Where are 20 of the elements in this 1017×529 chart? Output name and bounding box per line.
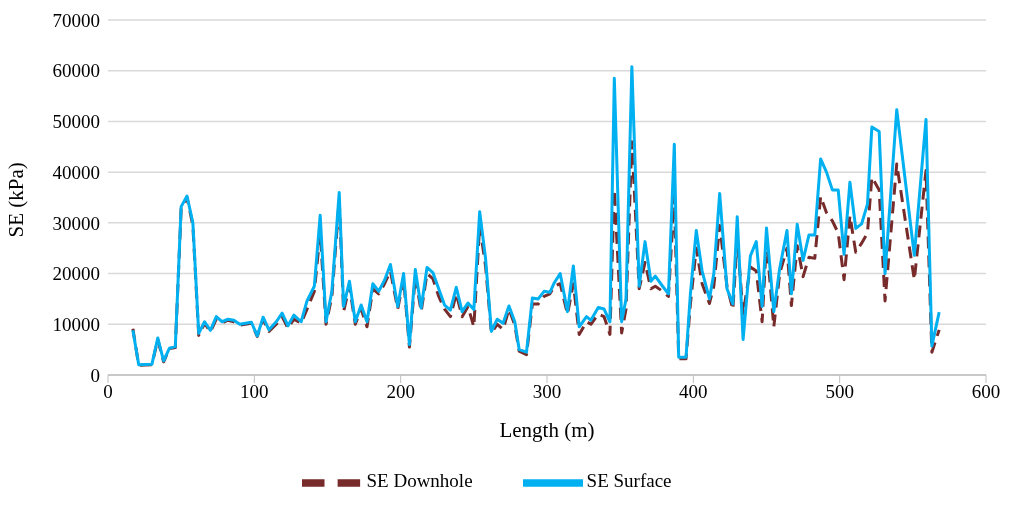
line-series [131, 140, 941, 367]
x-tick-label: 500 [825, 381, 854, 403]
x-tick-label: 100 [240, 381, 269, 403]
line-series [131, 65, 941, 367]
x-tick-label: 600 [971, 381, 1001, 403]
y-axis-title: SE (kPa) [4, 162, 29, 238]
legend-label: SE Downhole [366, 470, 473, 492]
legend-label: SE Surface [586, 470, 672, 492]
x-axis-title: Length (m) [499, 418, 595, 442]
x-tick-label: 200 [386, 381, 415, 403]
x-tick-label: 300 [532, 381, 562, 403]
y-tick-label: 40000 [52, 161, 100, 183]
y-tick-label: 0 [90, 364, 100, 386]
y-tick-label: 60000 [52, 60, 100, 82]
y-tick-label: 50000 [52, 111, 100, 133]
y-tick-label: 10000 [52, 314, 100, 336]
y-tick-label: 20000 [52, 263, 100, 285]
y-tick-label: 30000 [52, 212, 100, 234]
x-tick-label: 400 [679, 381, 708, 403]
y-tick-label: 70000 [52, 9, 100, 31]
